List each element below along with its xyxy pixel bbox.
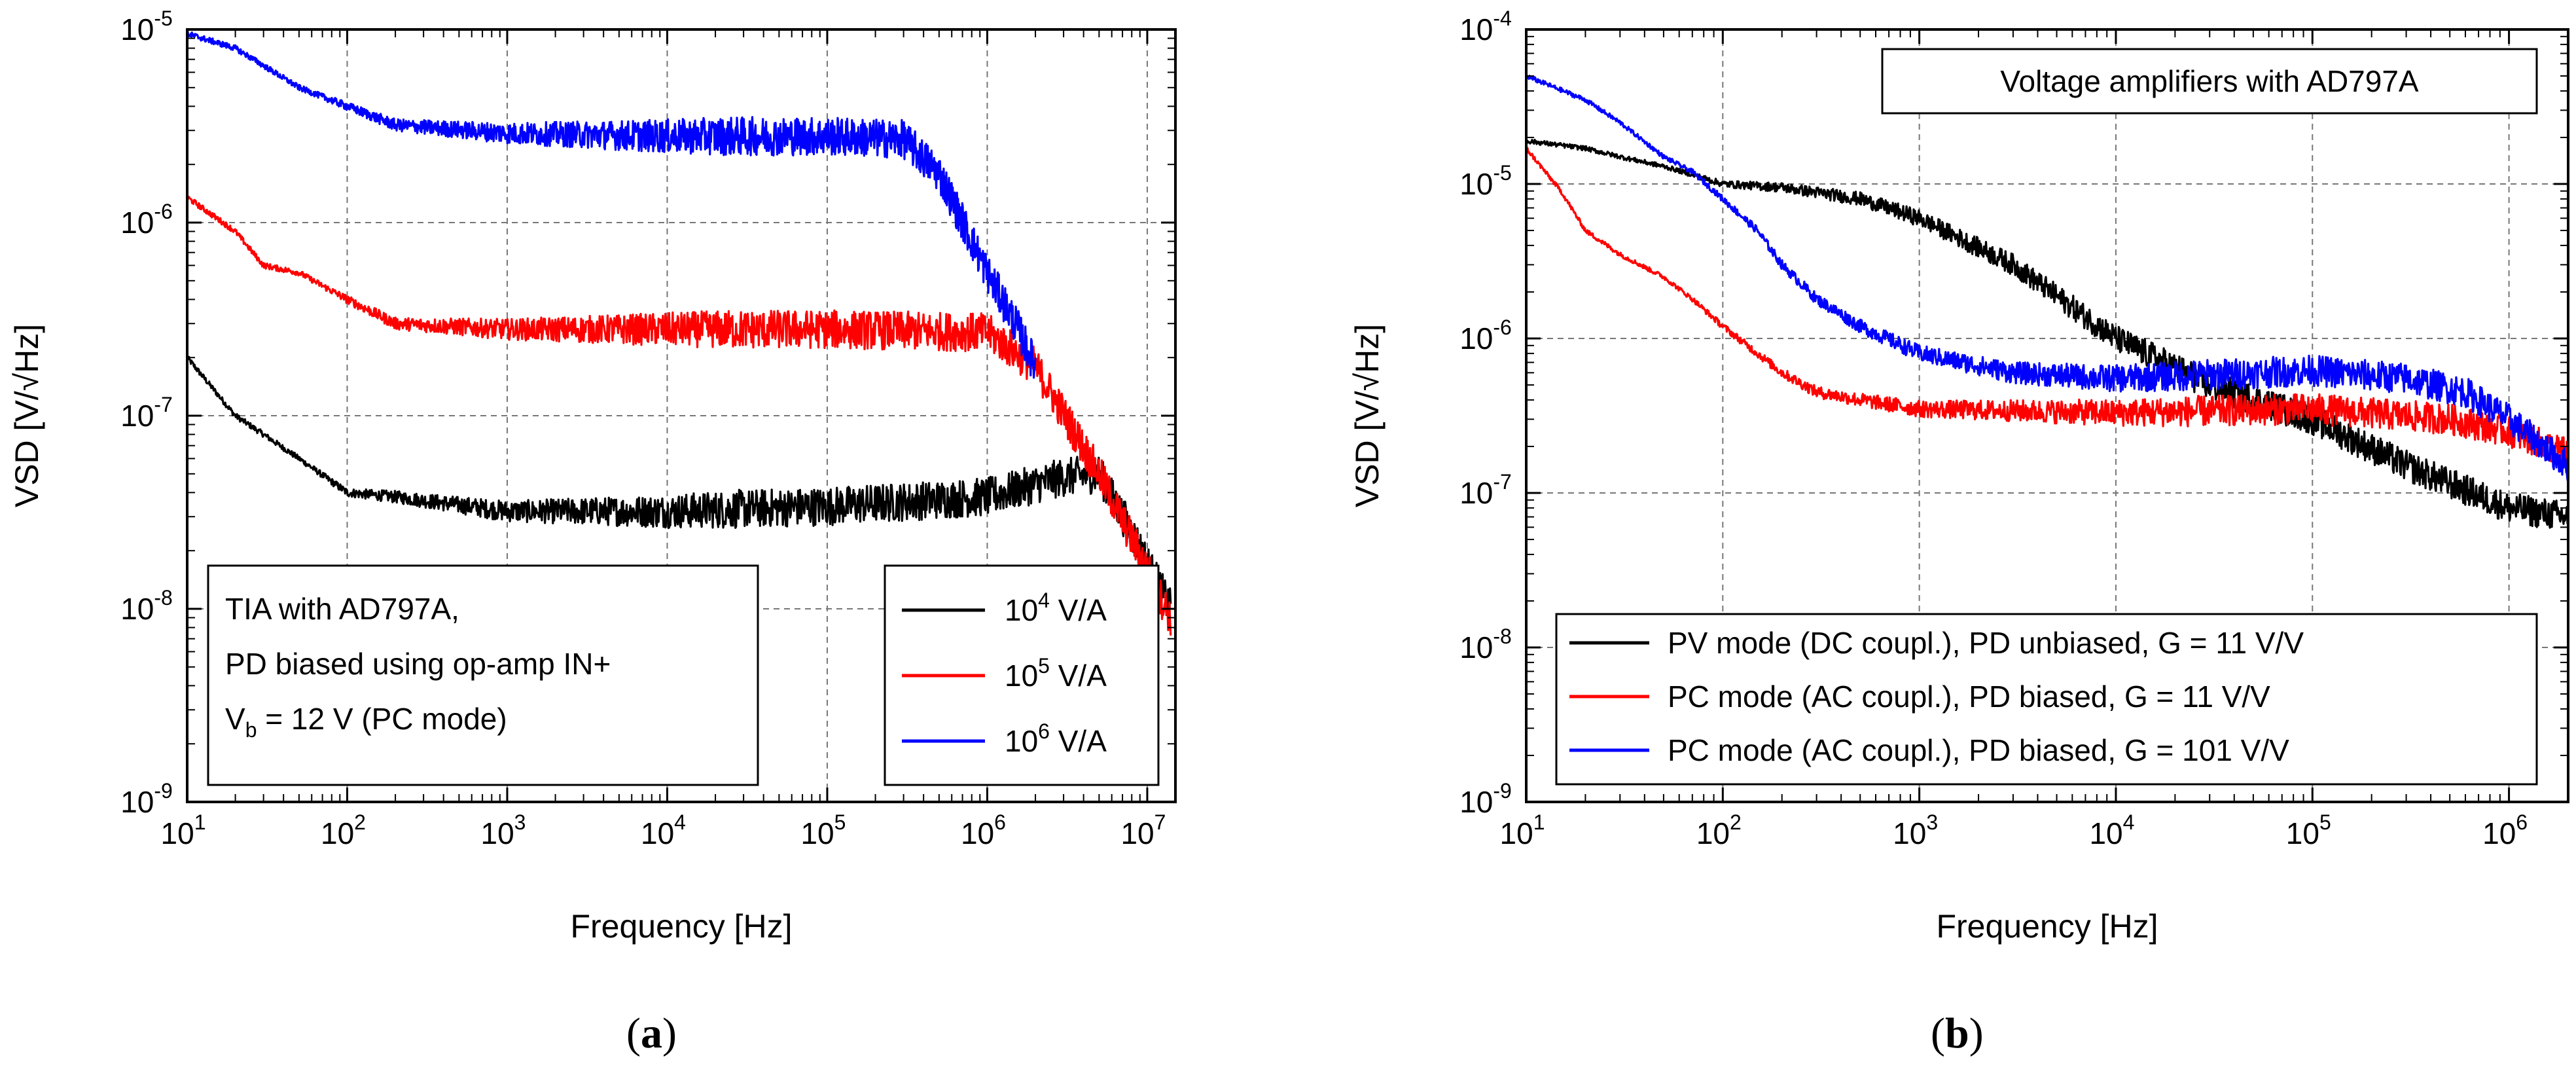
legend-a: 104 V/A 105 V/A 106 V/A (884, 564, 1160, 786)
legend-entry-b-2: PC mode (AC coupl.), PD biased, G = 11 V… (1668, 680, 2270, 714)
y-tick-label: 10-7 (1459, 470, 1512, 510)
series-group-a (186, 30, 1172, 636)
legend-entry-a-2: 105 V/A (1005, 654, 1107, 693)
x-tick-label: 107 (1120, 810, 1166, 850)
x-axis-label-b: Frequency [Hz] (1936, 908, 2158, 945)
legend-b: PV mode (DC coupl.), PD unbiased, G = 11… (1555, 613, 2538, 786)
chart-panel-a: 101 102 103 104 105 106 107 10-9 10-8 10-7 10-6 10-… (9, 7, 1177, 1057)
series-line (1525, 145, 2569, 465)
x-tick-label: 101 (161, 810, 206, 850)
title-box-b: Voltage amplifiers with AD797A (1881, 48, 2538, 115)
annotation-vb-symbol: V (225, 702, 245, 736)
x-tick-label: 106 (2482, 810, 2528, 850)
series-line (186, 196, 1172, 636)
x-tick-label: 102 (321, 810, 366, 850)
x-tick-label: 105 (800, 810, 846, 850)
legend-frame-b (1555, 613, 2538, 786)
series-line (186, 355, 1172, 621)
y-tick-label: 10-9 (120, 779, 173, 819)
annotation-line-2: PD biased using op-amp IN+ (225, 647, 611, 681)
y-axis-label-a: VSD [V/√Hz] (9, 324, 45, 507)
y-tick-label: 10-9 (1459, 779, 1512, 819)
annotation-line-3: Vb = 12 V (PC mode) (225, 702, 507, 742)
y-tick-label: 10-8 (120, 586, 173, 626)
y-tick-label: 10-4 (1459, 7, 1512, 46)
title-frame-b (1881, 48, 2538, 115)
y-tick-label: 10-7 (120, 393, 173, 433)
chart-panel-b: 101 102 103 104 105 106 10-9 10-8 10-7 10-6 10-5 10… (1349, 7, 2569, 1057)
x-tick-label: 106 (961, 810, 1006, 850)
ticks-b: 101 102 103 104 105 106 10-9 10-8 10-7 10-6 10-5 10… (1459, 7, 2568, 850)
y-tick-label: 10-5 (120, 7, 173, 46)
y-tick-label: 10-8 (1459, 625, 1512, 664)
x-tick-label: 104 (2089, 810, 2134, 850)
panel-label-b: (b) (1931, 1009, 1984, 1057)
annotation-vb-value: = 12 V (PC mode) (257, 702, 507, 736)
series-line (1526, 74, 2569, 481)
plot-frame-b (1525, 28, 2569, 803)
legend-entry-b-3: PC mode (AC coupl.), PD biased, G = 101 … (1668, 733, 2289, 767)
legend-entry-a-1: 104 V/A (1005, 589, 1107, 627)
annotation-line-1: TIA with AD797A, (225, 592, 459, 626)
annotation-vb-subscript: b (245, 718, 257, 742)
x-tick-label: 101 (1500, 810, 1545, 850)
panel-label-a: (a) (626, 1009, 677, 1057)
x-axis-label-a: Frequency [Hz] (570, 908, 792, 945)
y-axis-label-b: VSD [V/√Hz] (1349, 324, 1386, 507)
series-group-b (1525, 74, 2569, 529)
x-tick-label: 103 (480, 810, 526, 850)
legend-entry-b-1: PV mode (DC coupl.), PD unbiased, G = 11… (1668, 626, 2304, 660)
x-tick-label: 103 (1893, 810, 1938, 850)
x-tick-label: 105 (2286, 810, 2331, 850)
title-b: Voltage amplifiers with AD797A (2000, 64, 2419, 98)
series-line (1525, 138, 2569, 529)
y-tick-label: 10-5 (1459, 161, 1512, 201)
series-line (186, 30, 1037, 379)
x-tick-label: 102 (1696, 810, 1742, 850)
y-tick-label: 10-6 (1459, 316, 1512, 355)
x-tick-label: 104 (641, 810, 686, 850)
annotation-frame-a (207, 564, 759, 786)
legend-entry-a-3: 106 V/A (1005, 719, 1107, 758)
ticks-a: 101 102 103 104 105 106 107 10-9 10-8 10-7 10-6 10-… (120, 7, 1175, 850)
y-tick-label: 10-6 (120, 200, 173, 240)
annotation-box-a: TIA with AD797A, PD biased using op-amp … (207, 564, 759, 786)
